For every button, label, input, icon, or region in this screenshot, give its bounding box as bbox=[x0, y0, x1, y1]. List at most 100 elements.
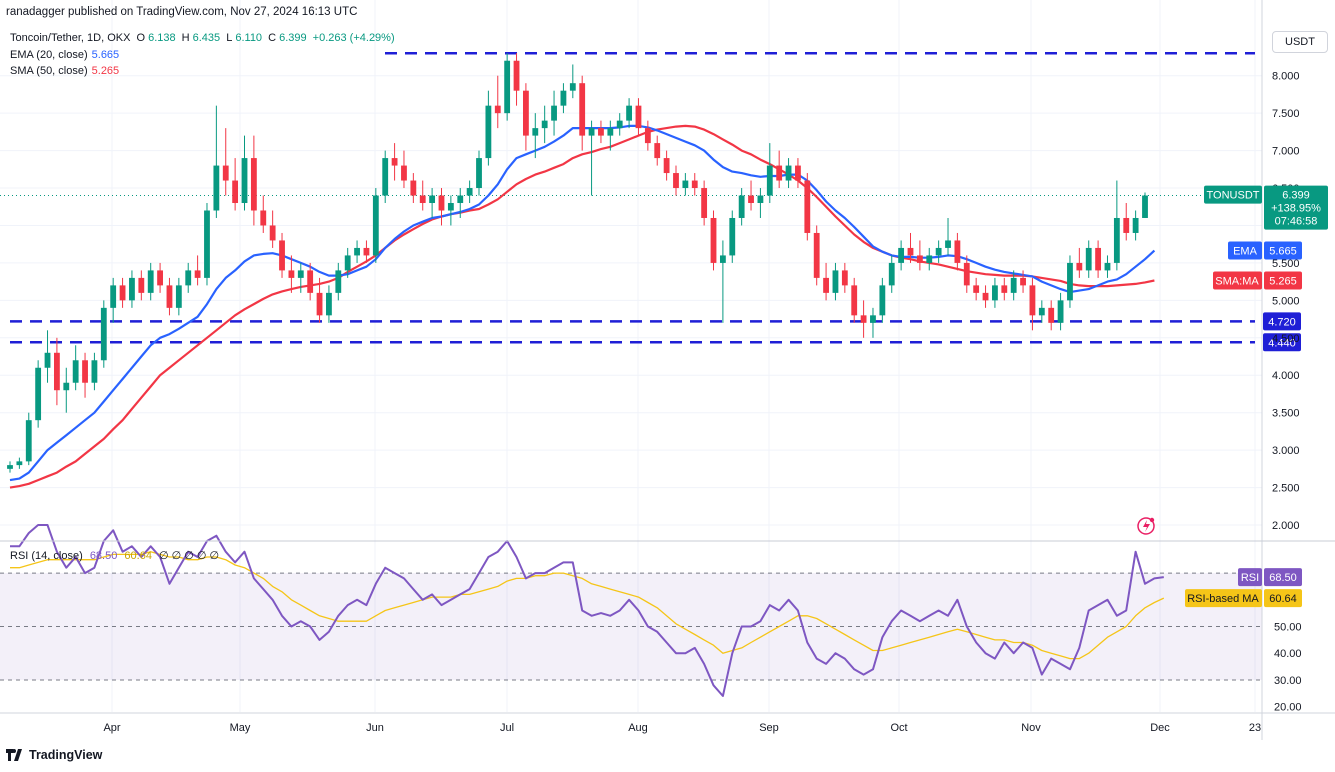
sma-line bbox=[9, 124, 1155, 489]
candle-body bbox=[1067, 262, 1073, 301]
time-tick-label: Jul bbox=[500, 722, 514, 734]
rsi-tick-label: 30.00 bbox=[1274, 675, 1302, 687]
candle-body bbox=[748, 195, 754, 204]
candle-body bbox=[1123, 217, 1130, 233]
candle-body bbox=[288, 270, 295, 278]
tradingview-logo-icon bbox=[6, 749, 22, 761]
ema-legend[interactable]: EMA (20, close) 5.665 bbox=[10, 49, 119, 61]
candle-body bbox=[813, 232, 820, 278]
candle-body bbox=[232, 180, 239, 204]
time-tick-label: Nov bbox=[1021, 722, 1041, 734]
candle-body bbox=[269, 225, 276, 241]
candle-body bbox=[719, 255, 726, 263]
candle-body bbox=[363, 247, 370, 256]
candle-body bbox=[401, 165, 407, 181]
candle-body bbox=[419, 195, 426, 204]
candle-body bbox=[147, 270, 154, 293]
sma-name-tag: SMA:MA bbox=[1215, 276, 1259, 288]
rsi-legend-value: 68.50 bbox=[89, 550, 118, 562]
time-tick-label: Sep bbox=[759, 722, 779, 734]
candle-body bbox=[860, 315, 867, 323]
candle-body bbox=[372, 195, 379, 256]
candle-body bbox=[691, 180, 698, 189]
candle-body bbox=[1001, 285, 1008, 293]
price-tick-label: 5.500 bbox=[1272, 258, 1300, 270]
price-tick-label: 2.500 bbox=[1272, 483, 1300, 495]
candle-body bbox=[344, 255, 351, 271]
rsi-legend[interactable]: RSI (14, close) 68.50 60.64 ∅ ∅ ∅ ∅ ∅ bbox=[10, 549, 219, 562]
candle-body bbox=[476, 158, 482, 189]
candle-body bbox=[438, 195, 445, 211]
candle-body bbox=[1095, 247, 1102, 271]
candle-body bbox=[194, 270, 201, 278]
candle-body bbox=[1076, 262, 1083, 271]
candle-body bbox=[888, 262, 895, 286]
candle-body bbox=[138, 277, 145, 293]
time-tick-label: Apr bbox=[103, 722, 120, 734]
candle-body bbox=[157, 270, 163, 286]
candle-body bbox=[53, 352, 60, 391]
candle-body bbox=[682, 180, 689, 189]
open-label: O bbox=[136, 32, 146, 44]
last-price-tag-bg bbox=[1264, 185, 1328, 230]
lightning-icon[interactable] bbox=[1137, 517, 1155, 535]
candle-body bbox=[907, 247, 914, 256]
published-header: ranadagger published on TradingView.com,… bbox=[6, 6, 358, 18]
candle-body bbox=[935, 247, 942, 256]
rsi-line bbox=[10, 524, 1164, 697]
close-value: 6.399 bbox=[279, 32, 307, 44]
rsi-label: RSI (14, close) bbox=[10, 550, 83, 562]
rsi-tick-label: 20.00 bbox=[1274, 702, 1302, 714]
candle-body bbox=[832, 270, 839, 293]
price-tick-label: 5.000 bbox=[1272, 295, 1300, 307]
candle-body bbox=[879, 285, 886, 316]
candle-body bbox=[391, 158, 398, 166]
price-tick-label: 7.500 bbox=[1272, 108, 1300, 120]
candle-body bbox=[541, 120, 548, 129]
candle-body bbox=[579, 83, 586, 136]
candle-body bbox=[569, 83, 576, 91]
candle-body bbox=[729, 217, 736, 256]
time-tick-label: Dec bbox=[1150, 722, 1170, 734]
candle-body bbox=[1132, 217, 1139, 233]
candle-body bbox=[654, 143, 661, 159]
rsi-ma-name-tag: RSI-based MA bbox=[1187, 593, 1259, 605]
ema-value-tag-bg bbox=[1264, 241, 1302, 260]
tradingview-logo[interactable]: TradingView bbox=[6, 748, 102, 762]
candle-body bbox=[626, 105, 632, 121]
high-value: 6.435 bbox=[192, 32, 221, 44]
candle-body bbox=[63, 382, 70, 391]
candle-body bbox=[91, 360, 98, 383]
rsi-ma-value-tag-bg bbox=[1264, 589, 1302, 608]
candle-body bbox=[551, 105, 557, 121]
support-resistance-lines: 4.720 4.440 bbox=[0, 51, 1301, 352]
ema-name-tag-bg bbox=[1228, 241, 1262, 260]
candle-body bbox=[776, 165, 783, 181]
candle-body bbox=[410, 180, 417, 196]
open-value: 6.138 bbox=[148, 32, 176, 44]
close-label: C bbox=[268, 32, 277, 44]
candle-body bbox=[785, 165, 792, 181]
candle-body bbox=[701, 188, 708, 218]
candle-body bbox=[326, 292, 332, 316]
candle-body bbox=[25, 420, 32, 462]
candle-body bbox=[335, 270, 342, 293]
candle-body bbox=[982, 292, 989, 301]
candle-body bbox=[213, 165, 220, 211]
candle-body bbox=[241, 158, 248, 204]
candle-body bbox=[588, 128, 595, 136]
rsi-tick-label: 50.00 bbox=[1274, 622, 1302, 634]
sma-legend[interactable]: SMA (50, close) 5.265 bbox=[10, 65, 119, 77]
candle-body bbox=[279, 240, 285, 271]
candle-body bbox=[82, 360, 88, 383]
candle-body bbox=[44, 352, 51, 368]
candle-body bbox=[1038, 307, 1045, 316]
currency-button[interactable]: USDT bbox=[1272, 31, 1328, 53]
candle-body bbox=[738, 195, 745, 218]
last-price-tag-text: 07:46:58 bbox=[1275, 216, 1318, 228]
level-tag-label: 4.720 bbox=[1268, 316, 1296, 328]
symbol-name[interactable]: Toncoin/Tether, 1D, OKX bbox=[10, 32, 131, 44]
time-tick-label: Aug bbox=[628, 722, 648, 734]
